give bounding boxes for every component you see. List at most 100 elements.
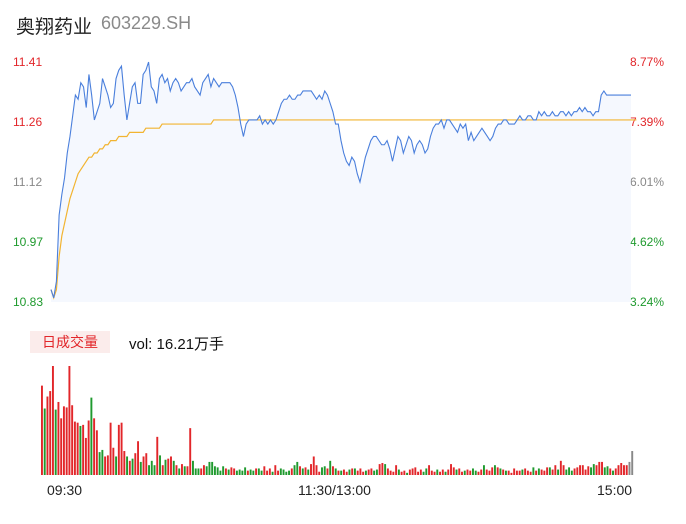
volume-bar <box>244 467 247 475</box>
volume-bar <box>213 466 216 475</box>
volume-bar <box>274 465 277 475</box>
volume-bar <box>499 468 502 475</box>
volume-bar <box>452 467 455 475</box>
volume-bar <box>554 465 557 475</box>
volume-bar <box>576 467 579 475</box>
volume-bar <box>235 470 238 475</box>
volume-bar <box>606 466 609 475</box>
volume-bar <box>310 464 312 475</box>
volume-bar <box>101 449 104 475</box>
volume-bar <box>90 397 93 475</box>
volume-bar <box>112 447 115 475</box>
volume-bar <box>546 467 549 475</box>
volume-bar <box>345 471 348 475</box>
volume-bar <box>288 470 290 475</box>
price-area-fill <box>51 62 631 302</box>
volume-bar <box>483 465 485 475</box>
x-tick-midday: 11:30/13:00 <box>298 482 371 498</box>
volume-bar <box>71 405 74 475</box>
volume-bar <box>315 465 318 475</box>
volume-bar <box>82 424 85 475</box>
price-y-tick-1: 11.26 <box>13 115 43 129</box>
volume-bar <box>301 468 304 475</box>
volume-bar <box>373 470 376 475</box>
volume-bar <box>617 465 620 475</box>
volume-bar <box>340 470 343 475</box>
volume-bar <box>98 452 101 475</box>
volume-bar <box>54 409 57 475</box>
volume-bar <box>299 466 301 475</box>
volume-bar <box>403 470 406 475</box>
volume-bar <box>524 468 527 475</box>
volume-bar <box>337 470 340 475</box>
volume-bar <box>444 471 447 475</box>
volume-bar <box>430 470 433 475</box>
volume-bar <box>356 470 359 475</box>
volume-bar <box>625 465 628 475</box>
volume-bar <box>389 470 392 475</box>
volume-bar <box>123 451 126 475</box>
volume-bar <box>57 401 60 475</box>
volume-bar <box>126 456 129 475</box>
volume-bar <box>216 467 219 475</box>
volume-bar <box>480 469 483 475</box>
price-y-tick-3: 10.97 <box>13 235 44 249</box>
volume-bar <box>598 461 601 475</box>
volume-bar <box>612 470 614 475</box>
volume-bar <box>493 465 496 475</box>
volume-bar <box>450 464 452 475</box>
volume-bar <box>87 420 90 475</box>
volume-bar <box>502 469 505 475</box>
volume-bar <box>392 471 395 475</box>
volume-bar <box>565 469 568 475</box>
volume-bar <box>417 471 420 475</box>
average-price-line <box>50 119 637 300</box>
volume-bar <box>175 465 178 475</box>
volume-bar <box>260 470 263 475</box>
pct-y-tick-1: 7.39% <box>630 115 665 129</box>
volume-bar <box>532 467 535 475</box>
volume-bar <box>233 468 236 475</box>
stock-name: 奥翔药业 <box>16 17 93 38</box>
volume-bar <box>186 466 189 475</box>
volume-bar <box>211 461 214 475</box>
volume-bar <box>271 471 274 475</box>
volume-bar <box>603 467 606 475</box>
volume-bar <box>60 418 63 475</box>
volume-bar <box>364 470 367 475</box>
volume-bar <box>164 459 167 475</box>
volume-bar <box>293 465 296 475</box>
volume-bar <box>562 465 565 475</box>
volume-bar <box>408 469 411 475</box>
volume-label-badge: 日成交量 <box>30 331 110 353</box>
volume-bar <box>414 467 417 475</box>
volume-bar <box>551 469 554 475</box>
volume-bar <box>342 469 345 475</box>
volume-bar <box>51 366 54 475</box>
volume-bar <box>455 469 458 475</box>
volume-bar <box>150 460 153 475</box>
volume-bar <box>161 465 164 475</box>
volume-bar <box>628 461 631 475</box>
volume-bar <box>134 453 137 475</box>
volume-bar <box>332 466 334 475</box>
volume-bar <box>348 469 351 475</box>
volume-bar <box>351 468 354 475</box>
volume-bar <box>222 466 225 475</box>
volume-bar <box>183 466 186 475</box>
volume-bar <box>535 470 538 475</box>
volume-bar <box>326 468 329 475</box>
volume-bar <box>359 468 362 475</box>
volume-bar <box>238 469 241 475</box>
volume-bar <box>318 471 321 475</box>
volume-bar <box>469 470 472 475</box>
volume-bar <box>513 468 516 475</box>
volume-bar <box>153 465 156 475</box>
volume-bar <box>117 424 120 475</box>
volume-bar <box>559 460 562 475</box>
volume-bar <box>329 460 332 475</box>
volume-bar <box>620 463 623 475</box>
volume-bar <box>537 468 540 475</box>
pct-y-tick-2: 6.01% <box>630 175 665 189</box>
volume-bar <box>230 467 233 475</box>
